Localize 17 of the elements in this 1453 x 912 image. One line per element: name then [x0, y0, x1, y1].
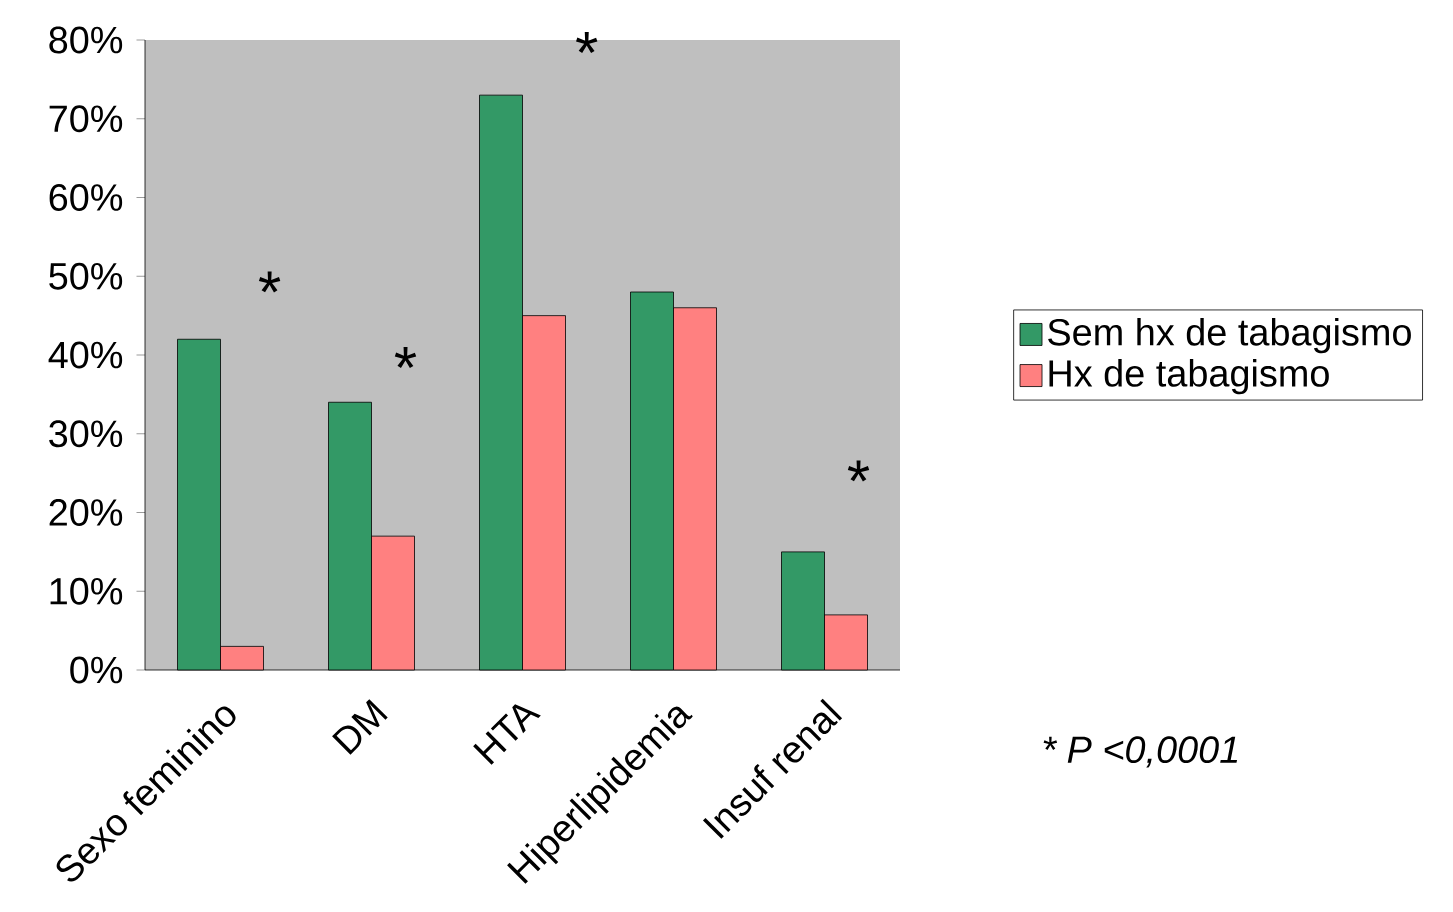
y-tick-label: 20%	[49, 499, 123, 526]
y-tick-label: 10%	[50, 577, 123, 605]
y-tick-label: 40%	[48, 341, 123, 369]
y-tick-label: 0%	[70, 656, 123, 684]
annotation: *	[847, 460, 870, 482]
y-tick-label: 80%	[49, 26, 123, 54]
annotation: *	[258, 271, 281, 293]
y-tick-label: 60%	[49, 184, 123, 211]
x-tick-label: DM	[332, 699, 388, 755]
y-tick-label: 70%	[49, 105, 123, 133]
y-tick-label: 50%	[49, 262, 123, 290]
legend-label: Sem hx de tabagismo	[1048, 317, 1411, 354]
text: * P <0,0001	[1043, 736, 1238, 768]
y-tick-label: 30%	[49, 420, 123, 448]
annotation: *	[394, 347, 417, 369]
annotation: *	[576, 32, 598, 54]
legend-label: Hx de tabagismo	[1049, 358, 1329, 395]
